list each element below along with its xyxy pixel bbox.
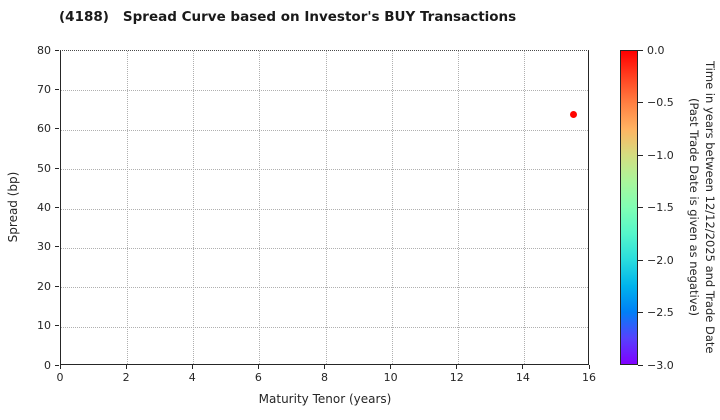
colorbar-tick-mark — [638, 49, 643, 51]
colorbar-tick-label: −1.0 — [647, 148, 674, 162]
gridline-horizontal — [61, 326, 588, 328]
x-tick-label: 10 — [383, 371, 398, 384]
chart-title-text: Spread Curve based on Investor's BUY Tra… — [122, 9, 517, 25]
x-tick-label: 16 — [582, 371, 596, 384]
x-tick-mark — [522, 365, 524, 369]
data-point — [569, 110, 577, 118]
gridline-vertical — [457, 51, 459, 364]
colorbar-tick-label: −0.5 — [647, 96, 674, 109]
colorbar-tick-label: 0.0 — [647, 43, 665, 57]
y-tick-mark — [55, 285, 59, 287]
colorbar-label: Time in years between 12/12/2025 and Tra… — [684, 50, 718, 365]
gridline-vertical — [523, 51, 525, 364]
y-tick-mark — [55, 88, 59, 90]
x-tick-label: 8 — [321, 371, 328, 384]
x-tick-label: 2 — [122, 371, 130, 384]
gridline-horizontal — [61, 90, 588, 92]
colorbar — [620, 50, 638, 365]
gridline-horizontal — [61, 208, 588, 210]
colorbar-tick-mark — [638, 154, 643, 156]
y-tick-label: 40 — [37, 201, 51, 214]
y-tick-mark — [55, 207, 59, 208]
gridline-horizontal — [61, 169, 588, 171]
ticker-code: (4188) — [59, 9, 109, 25]
colorbar-tick-label: −3.0 — [647, 358, 674, 372]
x-tick-mark — [324, 365, 325, 369]
y-tick-mark — [55, 167, 59, 169]
colorbar-tick-mark — [638, 312, 643, 313]
y-tick-label: 10 — [37, 319, 51, 333]
x-tick-mark — [125, 365, 127, 369]
y-tick-mark — [55, 325, 59, 327]
y-tick-mark — [55, 49, 59, 51]
y-tick-label: 70 — [37, 82, 51, 96]
colorbar-label-line1: Time in years between 12/12/2025 and Tra… — [703, 61, 717, 354]
x-tick-label: 6 — [254, 371, 262, 384]
x-tick-mark — [390, 365, 392, 369]
colorbar-label-line2: (Past Trade Date is given as negative) — [687, 98, 701, 317]
y-tick-label: 80 — [37, 43, 51, 57]
colorbar-tick-label: −2.0 — [647, 253, 674, 267]
y-tick-mark — [55, 246, 59, 248]
x-tick-label: 12 — [449, 371, 464, 384]
y-tick-label: 30 — [37, 240, 51, 254]
gridline-horizontal — [61, 287, 588, 289]
gridline-vertical — [325, 51, 327, 364]
gridline-vertical — [127, 51, 129, 364]
y-tick-mark — [55, 364, 59, 366]
x-tick-mark — [59, 365, 61, 369]
x-tick-mark — [588, 365, 590, 369]
gridline-vertical — [193, 51, 195, 364]
x-tick-label: 14 — [515, 371, 530, 384]
colorbar-tick-label: −1.5 — [647, 201, 674, 214]
x-tick-mark — [191, 365, 193, 369]
x-tick-label: 4 — [188, 371, 196, 384]
y-tick-label: 60 — [37, 122, 51, 136]
x-tick-label: 0 — [56, 371, 64, 384]
colorbar-tick-mark — [638, 207, 643, 208]
gridline-vertical — [391, 51, 393, 364]
y-tick-label: 0 — [44, 358, 51, 372]
gridline-vertical — [259, 51, 261, 364]
gridline-horizontal — [61, 129, 588, 131]
x-tick-mark — [456, 365, 458, 369]
colorbar-tick-mark — [638, 102, 643, 103]
gridline-horizontal — [61, 247, 588, 249]
colorbar-tick-label: −2.5 — [647, 306, 674, 319]
y-tick-label: 20 — [37, 279, 51, 293]
x-axis-label: Maturity Tenor (years) — [258, 392, 392, 406]
plot-area — [60, 50, 589, 365]
y-tick-mark — [55, 128, 59, 130]
y-tick-label: 50 — [37, 161, 51, 175]
colorbar-tick-mark — [638, 364, 643, 366]
colorbar-tick-mark — [638, 259, 643, 261]
x-tick-mark — [257, 365, 259, 369]
chart-title: (4188) Spread Curve based on Investor's B… — [59, 9, 516, 25]
